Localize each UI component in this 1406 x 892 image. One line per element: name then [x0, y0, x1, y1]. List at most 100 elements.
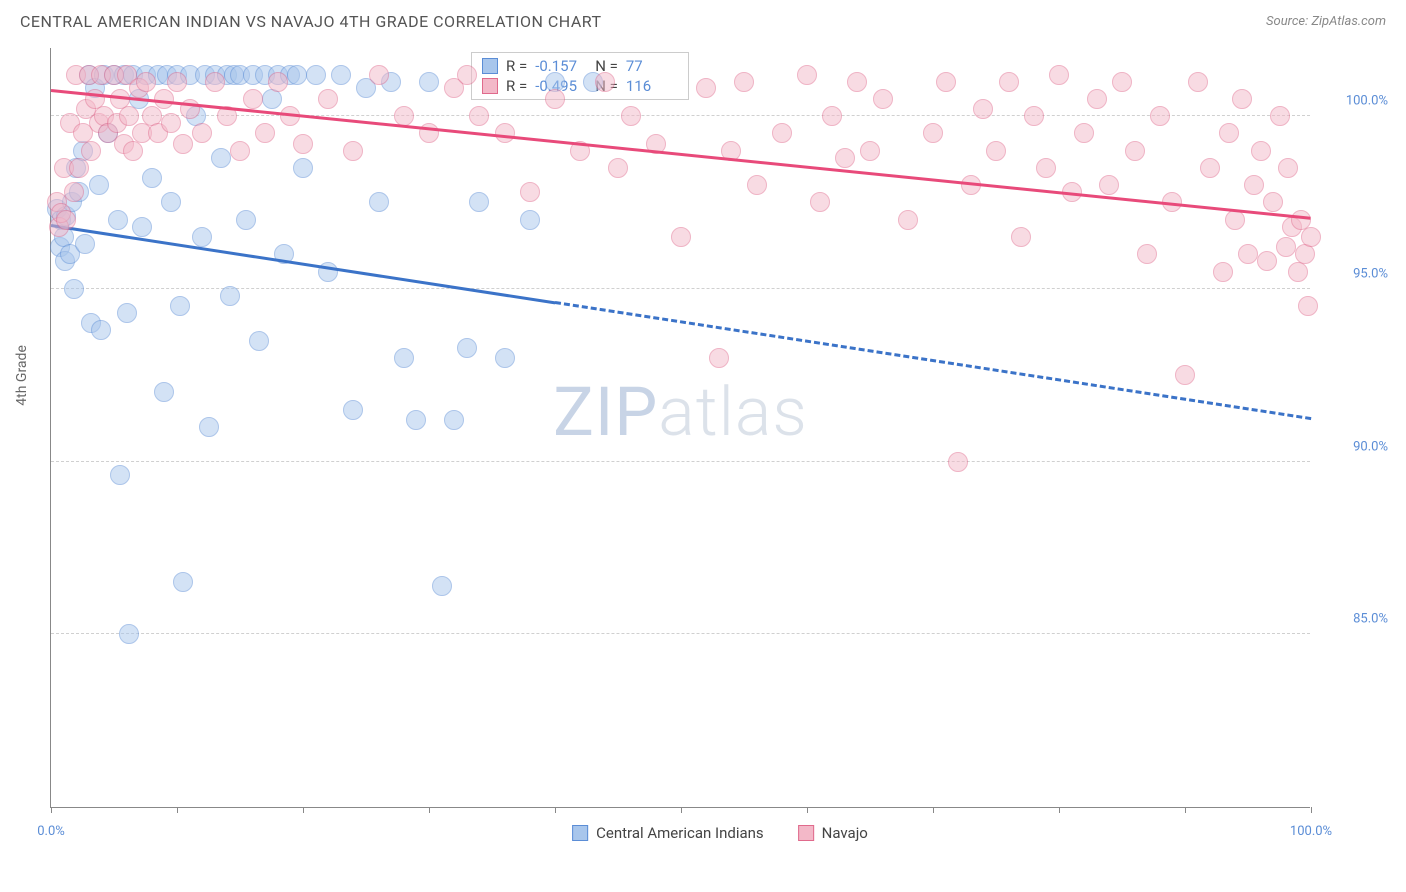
- data-point-navajo: [860, 141, 880, 161]
- data-point-navajo: [1188, 72, 1208, 92]
- data-point-cai: [432, 576, 452, 596]
- data-point-cai: [444, 410, 464, 430]
- data-point-cai: [469, 192, 489, 212]
- data-point-navajo: [343, 141, 363, 161]
- data-point-navajo: [973, 99, 993, 119]
- data-point-navajo: [1036, 158, 1056, 178]
- data-point-navajo: [608, 158, 628, 178]
- data-point-navajo: [230, 141, 250, 161]
- data-point-navajo: [369, 65, 389, 85]
- data-point-navajo: [621, 106, 641, 126]
- data-point-navajo: [64, 182, 84, 202]
- data-point-cai: [457, 338, 477, 358]
- data-point-navajo: [709, 348, 729, 368]
- data-point-navajo: [1074, 123, 1094, 143]
- data-point-navajo: [1276, 237, 1296, 257]
- data-point-navajo: [119, 106, 139, 126]
- data-point-cai: [236, 210, 256, 230]
- x-tick-label: 100.0%: [1290, 824, 1332, 839]
- plot-area: ZIPatlas R = -0.157N = 77 R = -0.495N = 1…: [50, 48, 1310, 808]
- x-tick: [807, 807, 808, 813]
- data-point-cai: [91, 320, 111, 340]
- data-point-navajo: [898, 210, 918, 230]
- data-point-cai: [249, 331, 269, 351]
- data-point-cai: [161, 192, 181, 212]
- data-point-navajo: [520, 182, 540, 202]
- data-point-navajo: [1238, 244, 1258, 264]
- data-point-navajo: [873, 89, 893, 109]
- data-point-navajo: [161, 113, 181, 133]
- data-point-navajo: [1298, 296, 1318, 316]
- data-point-cai: [520, 210, 540, 230]
- x-tick: [429, 807, 430, 813]
- data-point-navajo: [1295, 244, 1315, 264]
- data-point-navajo: [1244, 175, 1264, 195]
- data-point-navajo: [1257, 251, 1277, 271]
- data-point-navajo: [1301, 227, 1321, 247]
- x-tick: [303, 807, 304, 813]
- data-point-navajo: [810, 192, 830, 212]
- data-point-navajo: [1278, 158, 1298, 178]
- data-point-navajo: [255, 123, 275, 143]
- data-point-navajo: [1024, 106, 1044, 126]
- data-point-cai: [495, 348, 515, 368]
- data-point-navajo: [1251, 141, 1271, 161]
- x-tick: [177, 807, 178, 813]
- x-tick: [51, 807, 52, 813]
- data-point-cai: [211, 148, 231, 168]
- legend-item-cai: Central American Indians: [572, 824, 764, 842]
- data-point-navajo: [1270, 106, 1290, 126]
- x-tick: [1185, 807, 1186, 813]
- data-point-navajo: [1099, 175, 1119, 195]
- data-point-navajo: [69, 158, 89, 178]
- data-point-navajo: [1049, 65, 1069, 85]
- watermark: ZIPatlas: [553, 372, 808, 452]
- x-tick: [555, 807, 556, 813]
- stats-row-navajo: R = -0.495N = 116: [482, 77, 678, 95]
- data-point-navajo: [1175, 365, 1195, 385]
- data-point-cai: [192, 227, 212, 247]
- data-point-navajo: [469, 106, 489, 126]
- data-point-navajo: [243, 89, 263, 109]
- data-point-navajo: [56, 210, 76, 230]
- data-point-navajo: [123, 141, 143, 161]
- data-point-navajo: [923, 123, 943, 143]
- data-point-cai: [89, 175, 109, 195]
- data-point-cai: [419, 72, 439, 92]
- data-point-navajo: [1213, 262, 1233, 282]
- data-point-cai: [331, 65, 351, 85]
- data-point-cai: [287, 65, 307, 85]
- data-point-navajo: [457, 65, 477, 85]
- y-tick-label: 90.0%: [1353, 439, 1388, 454]
- data-point-navajo: [696, 78, 716, 98]
- data-point-navajo: [1125, 141, 1145, 161]
- data-point-cai: [108, 210, 128, 230]
- data-point-navajo: [81, 141, 101, 161]
- data-point-navajo: [318, 89, 338, 109]
- data-point-cai: [132, 217, 152, 237]
- data-point-navajo: [293, 134, 313, 154]
- series-legend: Central American Indians Navajo: [572, 824, 868, 842]
- data-point-navajo: [1087, 89, 1107, 109]
- data-point-navajo: [747, 175, 767, 195]
- trendline-cai-dashed: [555, 301, 1311, 420]
- chart-title: CENTRAL AMERICAN INDIAN VS NAVAJO 4TH GR…: [20, 12, 602, 31]
- y-tick-label: 100.0%: [1346, 94, 1388, 109]
- data-point-navajo: [1288, 262, 1308, 282]
- data-point-navajo: [205, 72, 225, 92]
- data-point-navajo: [192, 123, 212, 143]
- legend-item-navajo: Navajo: [798, 824, 868, 842]
- data-point-cai: [154, 382, 174, 402]
- chart-container: 4th Grade ZIPatlas R = -0.157N = 77R = -…: [50, 48, 1390, 808]
- data-point-navajo: [1219, 123, 1239, 143]
- gridline: [51, 288, 1310, 289]
- data-point-navajo: [1200, 158, 1220, 178]
- data-point-navajo: [822, 106, 842, 126]
- data-point-navajo: [268, 72, 288, 92]
- data-point-cai: [142, 168, 162, 188]
- data-point-cai: [262, 89, 282, 109]
- data-point-navajo: [595, 72, 615, 92]
- data-point-cai: [199, 417, 219, 437]
- source-label: Source: ZipAtlas.com: [1266, 14, 1386, 29]
- stats-row-cai: R = -0.157N = 77: [482, 57, 678, 75]
